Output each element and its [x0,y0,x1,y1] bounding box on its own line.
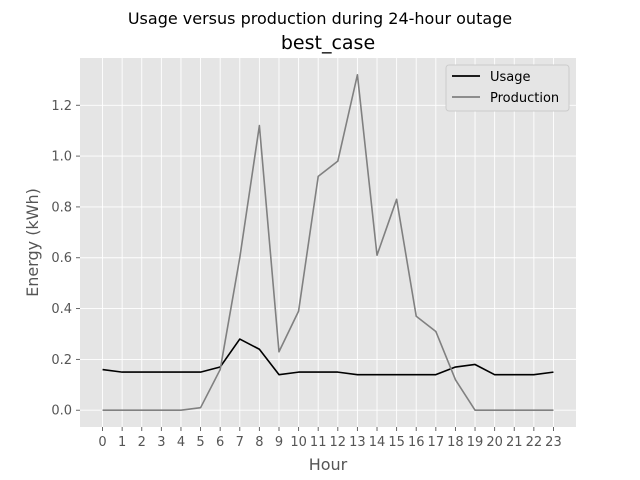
x-tick-label: 6 [216,435,224,450]
x-tick-label: 0 [98,435,106,450]
x-tick-label: 18 [447,435,464,450]
x-tick-label: 13 [349,435,366,450]
x-tick-label: 14 [369,435,386,450]
x-tick-label: 9 [275,435,283,450]
x-tick-label: 1 [118,435,126,450]
x-axis-ticks: 0 1 2 3 4 5 6 7 8 9 10 11 12 13 14 15 16 17 18 19 20 21 22 23 [98,427,562,450]
x-tick-label: 7 [236,435,244,450]
x-tick-label: 19 [467,435,484,450]
x-tick-label: 15 [388,435,405,450]
chart-suptitle: Usage versus production during 24-hour o… [128,9,512,28]
x-tick-label: 12 [330,435,347,450]
x-tick-label: 16 [408,435,425,450]
x-tick-label: 8 [255,435,263,450]
x-tick-label: 11 [310,435,327,450]
x-tick-label: 23 [545,435,562,450]
x-tick-label: 22 [526,435,543,450]
legend-label-usage: Usage [490,70,531,85]
y-tick-label: 0.6 [51,251,72,266]
y-tick-label: 0.2 [51,353,72,368]
y-tick-label: 0.0 [51,404,72,419]
x-tick-label: 5 [196,435,204,450]
y-axis-ticks: 0.0 0.2 0.4 0.6 0.8 1.0 1.2 [51,99,80,419]
x-axis-label: Hour [309,455,348,474]
x-tick-label: 4 [177,435,185,450]
x-tick-label: 20 [486,435,503,450]
chart-title: best_case [281,32,375,54]
x-tick-label: 10 [290,435,307,450]
y-tick-label: 1.0 [51,150,72,165]
plot-area [80,58,576,427]
y-axis-label: Energy (kWh) [23,188,42,297]
series-line-usage [102,338,554,376]
legend-label-production: Production [490,91,559,106]
y-tick-label: 1.2 [51,99,72,114]
x-tick-label: 2 [138,435,146,450]
series-lines [102,73,554,412]
legend: Usage Production [445,64,570,112]
y-tick-label: 0.4 [51,302,72,317]
series-line-production [102,73,554,412]
x-tick-label: 3 [157,435,165,450]
x-tick-label: 21 [506,435,523,450]
y-tick-label: 0.8 [51,200,72,215]
grid-lines [80,58,576,427]
x-tick-label: 17 [428,435,445,450]
